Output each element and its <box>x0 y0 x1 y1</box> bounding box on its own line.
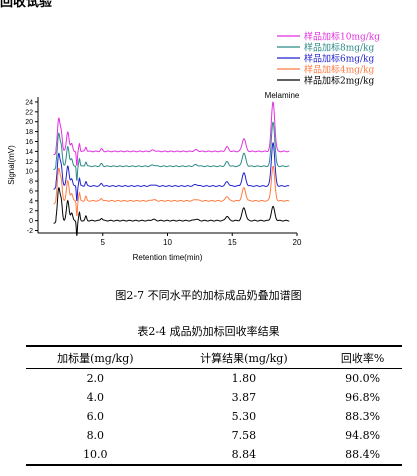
series-line-4 <box>53 165 290 217</box>
x-tick-label: 20 <box>293 238 302 247</box>
series-line-5 <box>53 187 290 236</box>
cell-calculated-result: 7.58 <box>231 429 257 442</box>
x-tick-label: 10 <box>163 238 172 247</box>
cell-recovery-rate: 90.0% <box>345 372 381 385</box>
cell-calculated-result: 3.87 <box>231 391 257 404</box>
section-header: 回收试验 <box>0 0 53 10</box>
melamine-annotation: Melamine <box>265 91 300 100</box>
table-caption: 表2-4 成品奶加标回收率结果 <box>137 325 280 338</box>
y-tick-label: 4 <box>29 198 33 205</box>
legend-label: 样品加标10mg/kg <box>304 31 380 43</box>
series-line-2 <box>53 121 290 181</box>
legend-label: 样品加标2mg/kg <box>304 75 375 87</box>
y-tick-label: 2 <box>29 208 33 215</box>
header-recovery-rate: 回收率% <box>340 351 385 365</box>
y-tick-label: 14 <box>25 149 33 156</box>
y-tick-label: 16 <box>25 139 33 146</box>
cell-spike-amount: 4.0 <box>86 391 105 404</box>
x-tick-label: 5 <box>101 238 106 247</box>
y-tick-label: -2 <box>27 228 33 235</box>
table-row: 2.0 1.80 90.0% <box>26 369 402 389</box>
y-tick-label: 20 <box>25 119 33 126</box>
legend-label: 样品加标4mg/kg <box>304 64 375 76</box>
y-tick-label: 0 <box>29 218 33 225</box>
x-axis-label: Retention time(min) <box>133 253 203 262</box>
series-line-3 <box>53 142 290 201</box>
legend-label: 样品加标6mg/kg <box>304 53 375 65</box>
y-tick-label: 8 <box>29 179 33 186</box>
cell-spike-amount: 8.0 <box>86 429 105 442</box>
table-row: 6.0 5.30 88.3% <box>26 407 402 426</box>
cell-calculated-result: 5.30 <box>231 410 257 423</box>
cell-calculated-result: 8.84 <box>231 448 257 461</box>
cell-recovery-rate: 94.8% <box>345 429 381 442</box>
y-tick-label: 10 <box>25 169 33 176</box>
table-row: 10.0 8.84 88.4% <box>26 445 402 465</box>
series-line-1 <box>53 101 290 166</box>
cell-calculated-result: 1.80 <box>231 372 257 385</box>
table-row: 4.0 3.87 96.8% <box>26 388 402 407</box>
legend-label: 样品加标8mg/kg <box>304 42 375 54</box>
cell-recovery-rate: 96.8% <box>345 391 381 404</box>
recovery-table: 加标量(mg/kg) 计算结果(mg/kg) 回收率% 2.0 1.80 90.… <box>26 345 402 466</box>
table-row: 8.0 7.58 94.8% <box>26 426 402 445</box>
y-axis-label: Signal(mV) <box>7 145 16 185</box>
y-tick-label: 6 <box>29 188 33 195</box>
cell-spike-amount: 10.0 <box>83 448 108 461</box>
header-spike-amount: 加标量(mg/kg) <box>57 351 134 365</box>
figure-caption: 图2-7 不同水平的加标成品奶叠加谱图 <box>115 289 302 302</box>
cell-recovery-rate: 88.4% <box>345 448 381 461</box>
y-tick-label: 22 <box>25 109 33 116</box>
chromatogram-chart: 5 10 15 20-2024681012141618202224Retention … <box>7 31 380 263</box>
header-calculated-result: 计算结果(mg/kg) <box>200 351 288 365</box>
y-tick-label: 24 <box>25 99 33 106</box>
y-tick-label: 18 <box>25 129 33 136</box>
cell-spike-amount: 2.0 <box>86 372 105 385</box>
cell-recovery-rate: 88.3% <box>345 410 381 423</box>
y-tick-label: 12 <box>25 159 33 166</box>
x-tick-label: 15 <box>228 238 237 247</box>
table-header-row: 加标量(mg/kg) 计算结果(mg/kg) 回收率% <box>26 346 402 369</box>
cell-spike-amount: 6.0 <box>86 410 105 423</box>
